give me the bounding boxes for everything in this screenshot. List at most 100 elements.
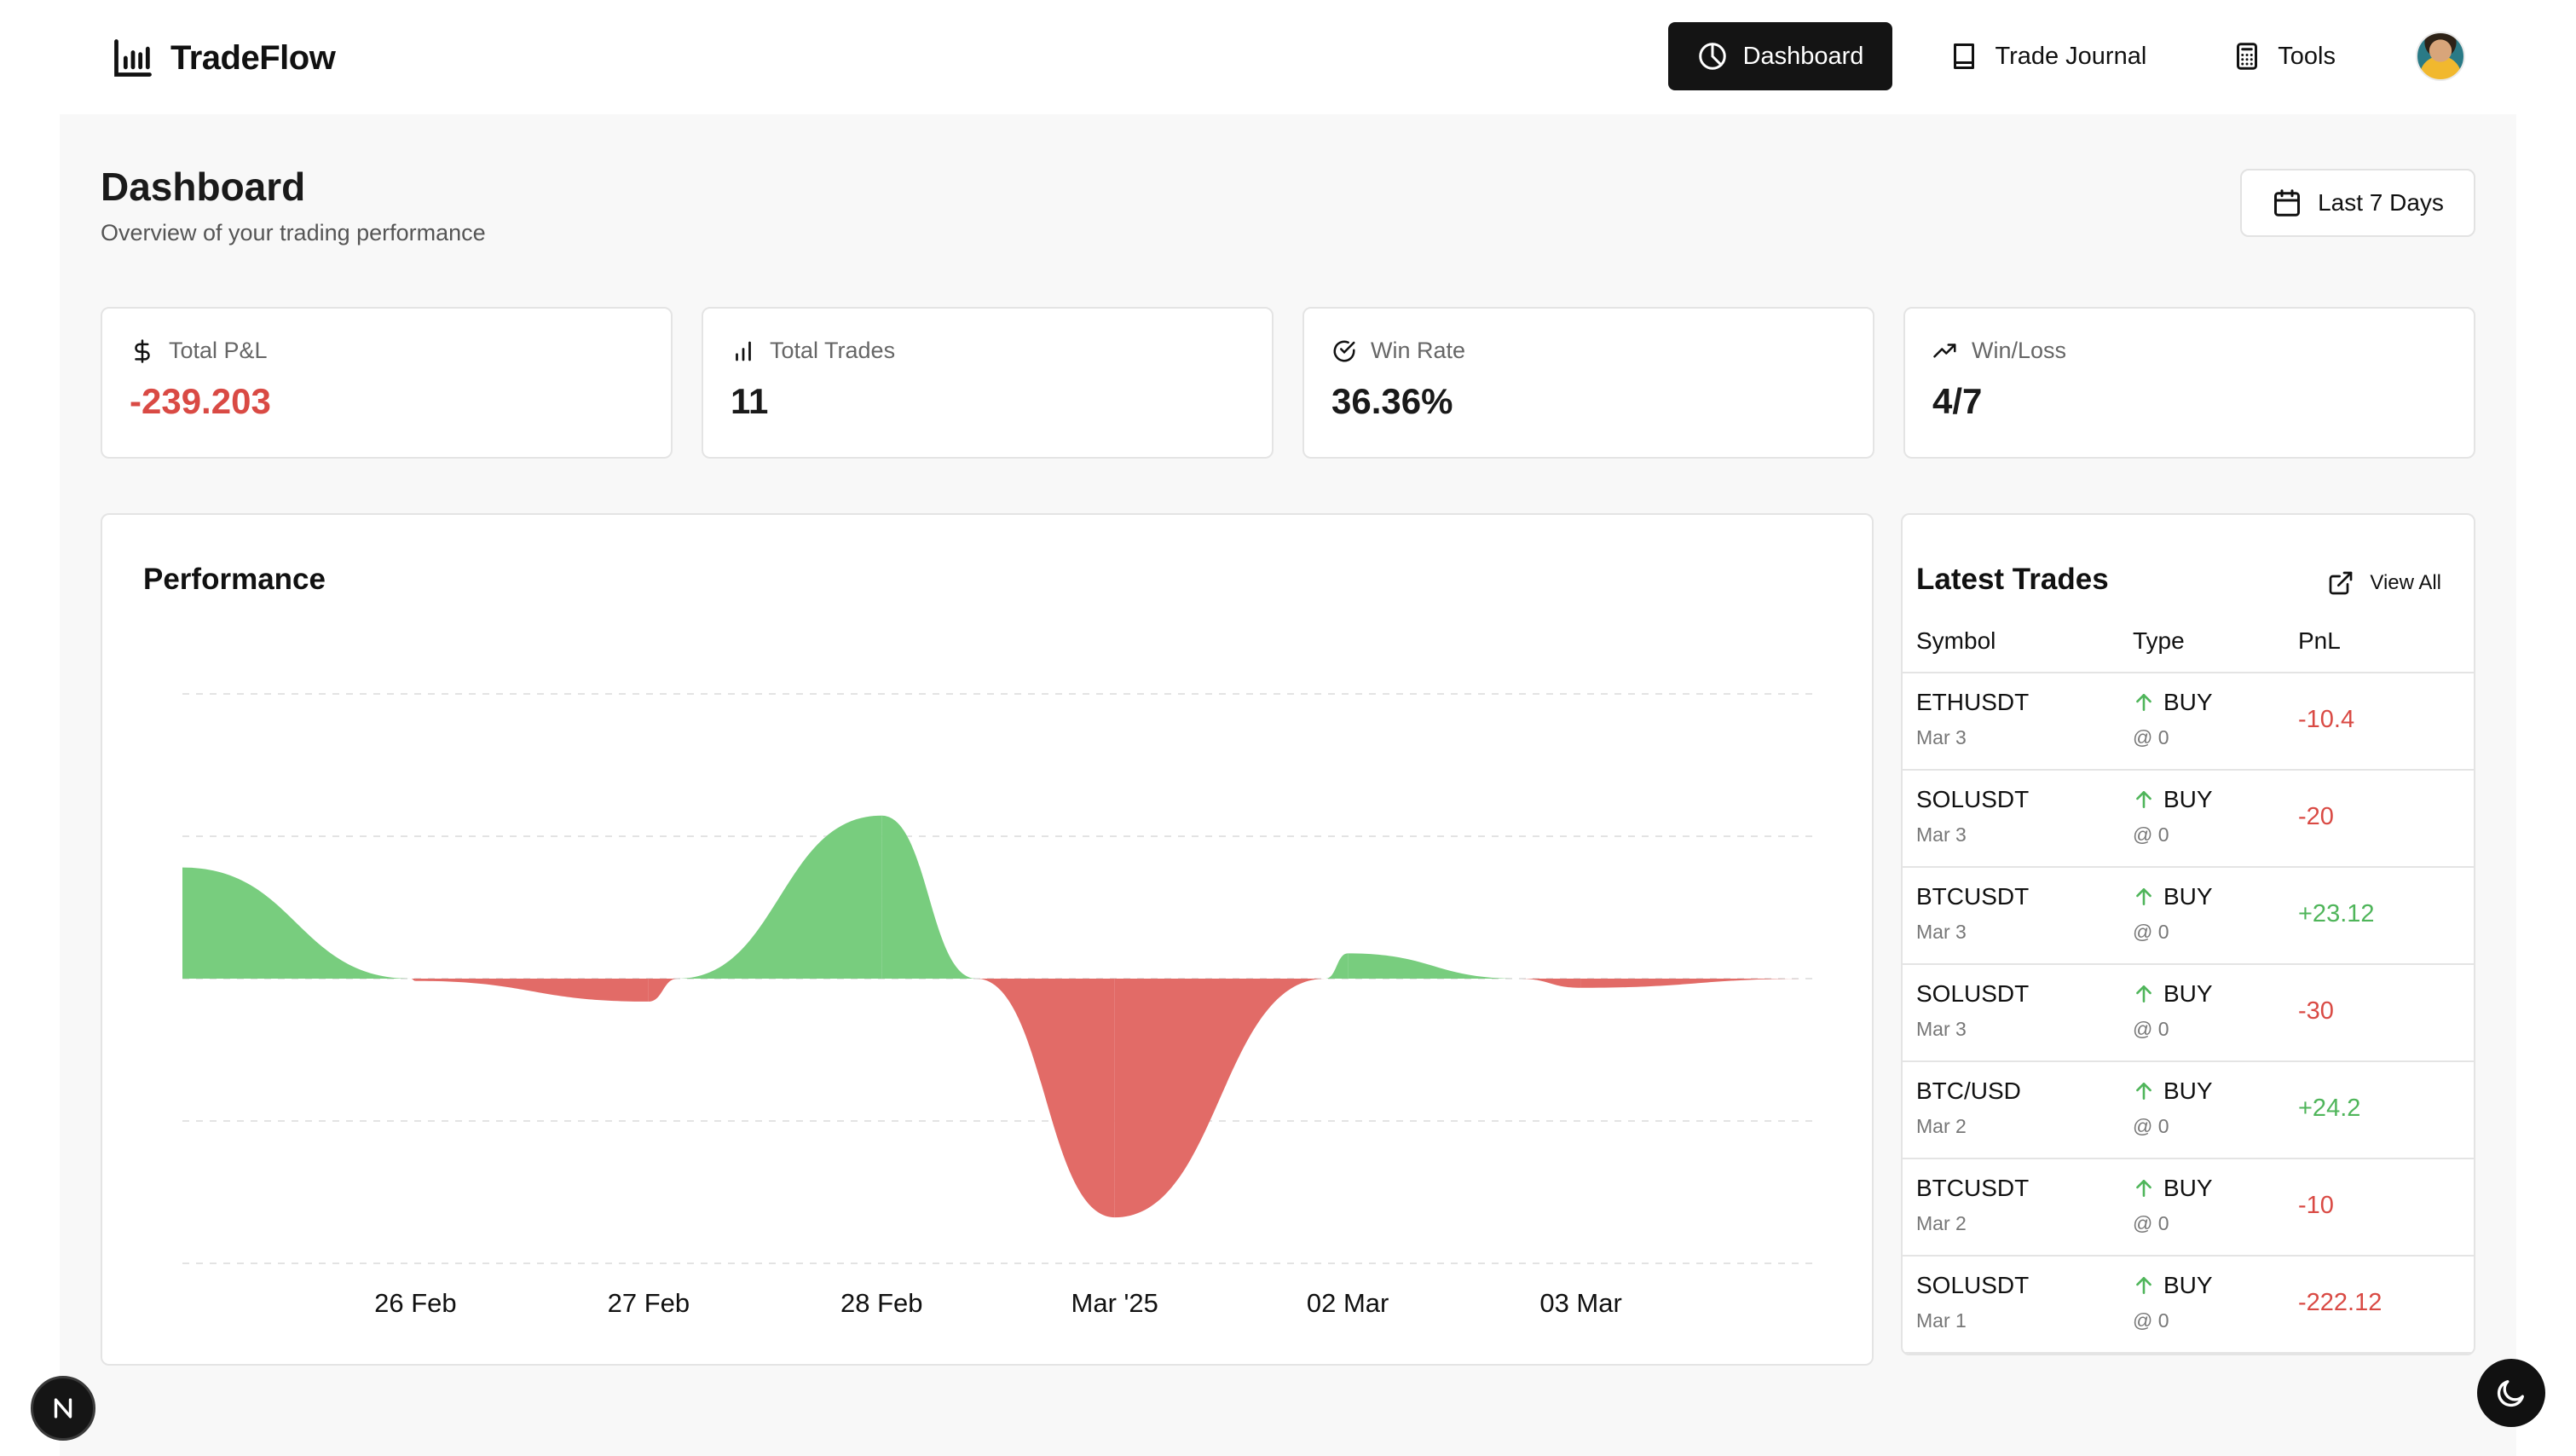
trade-pnl: -20 xyxy=(2298,803,2334,830)
trade-date: Mar 1 xyxy=(1916,1309,1967,1332)
trade-price: @ 0 xyxy=(2133,921,2169,943)
loss-area xyxy=(976,979,1115,1218)
profit-area xyxy=(1325,953,1349,979)
trade-type-label: BUY xyxy=(2163,980,2213,1007)
trade-pnl: -10.4 xyxy=(2298,706,2355,733)
stat-label: Win/Loss xyxy=(1972,338,2067,363)
external-link-icon xyxy=(2330,571,2353,595)
trade-price: @ 0 xyxy=(2133,1018,2169,1040)
trade-price: @ 0 xyxy=(2133,1115,2169,1137)
trade-date: Mar 3 xyxy=(1916,1018,1967,1040)
stat-card-win-rate: Win Rate 36.36% xyxy=(1302,307,1874,459)
trade-price: @ 0 xyxy=(2133,726,2169,748)
stat-value: 11 xyxy=(731,381,769,421)
page-subtitle: Overview of your trading performance xyxy=(101,220,486,246)
x-tick-label: 02 Mar xyxy=(1307,1288,1389,1318)
trade-symbol: BTC/USD xyxy=(1916,1078,2021,1104)
stat-value: 36.36% xyxy=(1331,381,1453,421)
arrow-up-icon xyxy=(2136,694,2151,711)
book-icon xyxy=(1954,43,1975,69)
arrow-up-icon xyxy=(2136,1277,2151,1294)
stats-row: Total P&L -239.203 Total Trades 11 Win R… xyxy=(101,307,2475,459)
trade-symbol: SOLUSDT xyxy=(1916,786,2030,812)
nav-trade-journal[interactable]: Trade Journal xyxy=(1920,22,2175,90)
x-tick-label: Mar '25 xyxy=(1071,1288,1158,1318)
trade-type: BUY xyxy=(2133,689,2213,716)
latest-trades-card: Latest Trades View All Symbol Type PnL E… xyxy=(1901,513,2475,1355)
user-avatar[interactable] xyxy=(2416,32,2465,81)
arrow-up-icon xyxy=(2136,985,2151,1002)
arrow-up-icon xyxy=(2136,1180,2151,1197)
stat-card-total-pnl: Total P&L -239.203 xyxy=(101,307,673,459)
table-row[interactable]: BTC/USD Mar 2 BUY @ 0 +24.2 xyxy=(1903,1062,2474,1159)
table-row[interactable]: SOLUSDT Mar 3 BUY @ 0 -30 xyxy=(1903,965,2474,1062)
trade-type: BUY xyxy=(2133,1272,2213,1299)
table-row[interactable]: SOLUSDT Mar 3 BUY @ 0 -20 xyxy=(1903,771,2474,868)
performance-card: 26 Feb 27 Feb 28 Feb Mar '25 02 Mar 03 Mar Pe… xyxy=(101,513,1874,1366)
trade-symbol: ETHUSDT xyxy=(1916,689,2030,715)
nav-tools[interactable]: Tools xyxy=(2203,22,2365,90)
trade-type-label: BUY xyxy=(2163,1272,2213,1298)
dashboard-main: Dashboard Overview of your trading perfo… xyxy=(60,114,2516,1456)
stat-card-total-trades: Total Trades 11 xyxy=(702,307,1274,459)
column-header-symbol: Symbol xyxy=(1916,627,1996,654)
nav-label: Tools xyxy=(2278,42,2336,70)
trade-symbol: BTCUSDT xyxy=(1916,1175,2030,1201)
trade-type: BUY xyxy=(2133,786,2213,813)
theme-toggle-button[interactable] xyxy=(2477,1359,2545,1427)
date-range-button[interactable]: Last 7 Days xyxy=(2240,169,2475,237)
table-row[interactable]: SOLUSDT Mar 1 BUY @ 0 -222.12 xyxy=(1903,1257,2474,1354)
bar-chart-icon xyxy=(736,341,751,361)
trades-table-body: ETHUSDT Mar 3 BUY @ 0 -10.4 SOLUSDT Mar 3 BUY @ … xyxy=(1903,673,2474,1354)
pie-chart-icon xyxy=(1698,43,1726,70)
calendar-icon xyxy=(2274,189,2301,217)
stat-value: -239.203 xyxy=(130,381,271,421)
main-nav: Dashboard Trade Journal Tools xyxy=(1667,21,2465,91)
performance-title: Performance xyxy=(143,563,326,596)
trade-type: BUY xyxy=(2133,1078,2213,1105)
stat-value: 4/7 xyxy=(1932,381,1983,421)
framework-dev-badge[interactable] xyxy=(31,1376,95,1441)
trade-pnl: +23.12 xyxy=(2298,900,2375,927)
brand-logo[interactable]: TradeFlow xyxy=(111,34,336,82)
trades-table-header: Symbol Type PnL xyxy=(1903,622,2474,673)
nav-dashboard[interactable]: Dashboard xyxy=(1667,22,1893,90)
page-title: Dashboard xyxy=(101,165,306,209)
nav-label: Trade Journal xyxy=(1995,42,2147,70)
trade-type-label: BUY xyxy=(2163,1078,2213,1104)
trade-date: Mar 3 xyxy=(1916,921,1967,943)
table-row[interactable]: BTCUSDT Mar 3 BUY @ 0 +23.12 xyxy=(1903,868,2474,965)
trade-symbol: SOLUSDT xyxy=(1916,980,2030,1007)
column-header-type: Type xyxy=(2133,627,2185,654)
date-range-label: Last 7 Days xyxy=(2318,189,2444,216)
arrow-up-icon xyxy=(2136,888,2151,905)
trade-date: Mar 3 xyxy=(1916,823,1967,846)
x-tick-label: 03 Mar xyxy=(1539,1288,1621,1318)
column-header-pnl: PnL xyxy=(2298,627,2341,654)
view-all-link[interactable]: View All xyxy=(2327,569,2441,597)
framework-logo-icon xyxy=(54,1398,72,1418)
stat-label: Total Trades xyxy=(770,338,896,363)
bar-chart-icon xyxy=(114,39,152,77)
x-tick-label: 26 Feb xyxy=(374,1288,457,1318)
trade-type-label: BUY xyxy=(2163,689,2213,715)
trade-pnl: -10 xyxy=(2298,1192,2334,1219)
profit-area xyxy=(677,815,882,979)
nav-label: Dashboard xyxy=(1742,42,1864,70)
trade-type: BUY xyxy=(2133,1175,2213,1202)
check-circle-icon xyxy=(1333,340,1355,361)
trade-pnl: -222.12 xyxy=(2298,1289,2383,1316)
table-row[interactable]: BTCUSDT Mar 2 BUY @ 0 -10 xyxy=(1903,1159,2474,1257)
table-row[interactable]: ETHUSDT Mar 3 BUY @ 0 -10.4 xyxy=(1903,673,2474,771)
trade-price: @ 0 xyxy=(2133,1212,2169,1234)
profit-area xyxy=(1348,953,1519,979)
loss-area xyxy=(1518,979,1581,988)
trade-type-label: BUY xyxy=(2163,1175,2213,1201)
loss-area xyxy=(415,979,649,1002)
loss-area xyxy=(648,979,678,1002)
x-tick-label: 27 Feb xyxy=(608,1288,690,1318)
trade-type-label: BUY xyxy=(2163,883,2213,910)
profit-area xyxy=(881,815,977,979)
stat-card-win-loss: Win/Loss 4/7 xyxy=(1903,307,2475,459)
dollar-icon xyxy=(135,338,150,363)
